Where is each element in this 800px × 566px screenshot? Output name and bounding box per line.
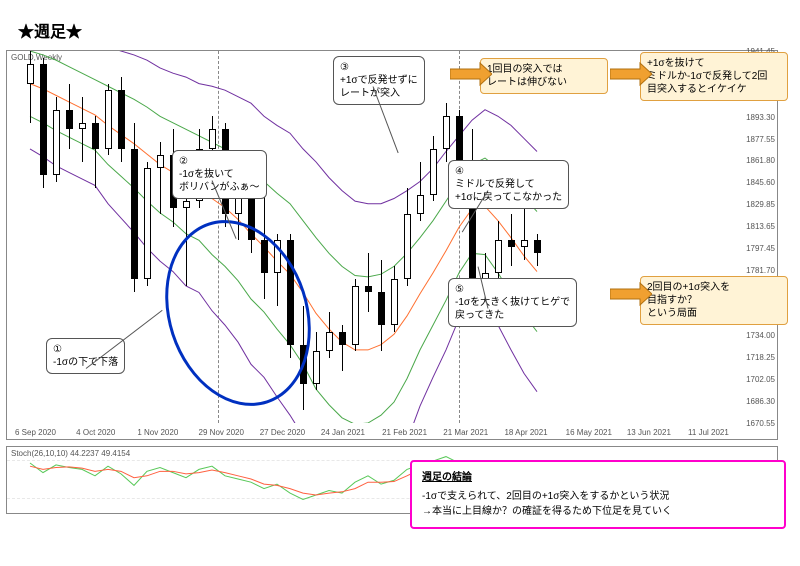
page-title: ★週足★ (18, 18, 82, 42)
callout-c5: ⑤-1σを大きく抜けてヒゲで戻ってきた (448, 278, 577, 327)
candle-body (40, 64, 47, 175)
xtick-label: 21 Feb 2021 (382, 428, 427, 437)
conclusion-box: 週足の結論 -1σで支えられて、2回目の+1σ突入をするかという状況→本当に上目… (410, 460, 786, 529)
xtick-label: 13 Jun 2021 (627, 428, 671, 437)
candle-wick (160, 142, 161, 214)
arrow-icon (450, 59, 492, 89)
candle-body (27, 64, 34, 84)
conclusion-header: 週足の結論 (422, 470, 774, 485)
ytick-label: 1845.60 (746, 178, 775, 187)
candle-body (118, 90, 125, 149)
candle-wick (82, 97, 83, 162)
candle-body (495, 240, 502, 273)
candle-body (430, 149, 437, 195)
candle-body (521, 240, 528, 247)
xtick-label: 4 Oct 2020 (76, 428, 115, 437)
ytick-label: 1670.55 (746, 419, 775, 428)
ytick-label: 1734.00 (746, 331, 775, 340)
candle-body (144, 168, 151, 279)
xtick-label: 29 Nov 2020 (199, 428, 244, 437)
ytick-label: 1877.55 (746, 135, 775, 144)
candle-body (339, 332, 346, 345)
candle-body (183, 201, 190, 208)
arrow-icon (610, 279, 652, 309)
callout-c2: ②-1σを抜いてボリバンがふぁ～ (172, 150, 267, 199)
ytick-label: 1813.65 (746, 222, 775, 231)
candle-body (378, 292, 385, 325)
xtick-label: 27 Dec 2020 (260, 428, 305, 437)
candle-wick (368, 253, 369, 312)
candle-body (131, 149, 138, 280)
candle-body (53, 110, 60, 175)
note-n2: +1σを抜けてミドルか-1σで反発して2回目突入するとイケイケ (640, 52, 788, 101)
ytick-label: 1829.85 (746, 200, 775, 209)
ytick-label: 1718.25 (746, 353, 775, 362)
candle-body (534, 240, 541, 253)
candle-wick (30, 51, 31, 123)
ytick-label: 1893.30 (746, 113, 775, 122)
candle-body (352, 286, 359, 345)
arrow-icon (610, 59, 652, 89)
candle-body (391, 279, 398, 325)
xtick-label: 1 Nov 2020 (137, 428, 178, 437)
candle-body (417, 195, 424, 215)
candle-body (326, 332, 333, 352)
ytick-label: 1702.05 (746, 375, 775, 384)
xtick-label: 18 Apr 2021 (504, 428, 547, 437)
main-chart: 1941.451925.251909.501893.301877.551861.… (6, 50, 778, 440)
candle-body (105, 90, 112, 149)
candle-body (92, 123, 99, 149)
callout-c4: ④ミドルで反発して+1σに戻ってこなかった (448, 160, 569, 209)
vertical-guide (459, 51, 460, 423)
candle-body (79, 123, 86, 130)
note-n1: 1回目の突入ではレートは伸びない (480, 58, 608, 94)
xtick-label: 16 May 2021 (566, 428, 612, 437)
ytick-label: 1861.80 (746, 156, 775, 165)
candle-body (66, 110, 73, 130)
candle-body (404, 214, 411, 279)
callout-c3: ③+1σで反発せずにレートが突入 (333, 56, 425, 105)
symbol-label: GOLD,Weekly (11, 53, 62, 62)
stoch-label: Stoch(26,10,10) 44.2237 49.4154 (11, 449, 130, 458)
candle-body (157, 155, 164, 168)
candle-body (456, 116, 463, 162)
candle-body (508, 240, 515, 247)
candle-body (209, 129, 216, 149)
candle-body (443, 116, 450, 149)
candle-wick (524, 208, 525, 260)
note-n3: 2回目の+1σ突入を目指すか？という局面 (640, 276, 788, 325)
xtick-label: 11 Jul 2021 (688, 428, 729, 437)
ytick-label: 1781.70 (746, 266, 775, 275)
candle-body (365, 286, 372, 293)
xtick-label: 24 Jan 2021 (321, 428, 365, 437)
ytick-label: 1797.45 (746, 244, 775, 253)
ytick-label: 1686.30 (746, 397, 775, 406)
xtick-label: 21 Mar 2021 (443, 428, 488, 437)
candle-body (313, 351, 320, 384)
xtick-label: 6 Sep 2020 (15, 428, 56, 437)
conclusion-body: -1σで支えられて、2回目の+1σ突入をするかという状況→本当に上目線か？の確証… (422, 489, 774, 519)
